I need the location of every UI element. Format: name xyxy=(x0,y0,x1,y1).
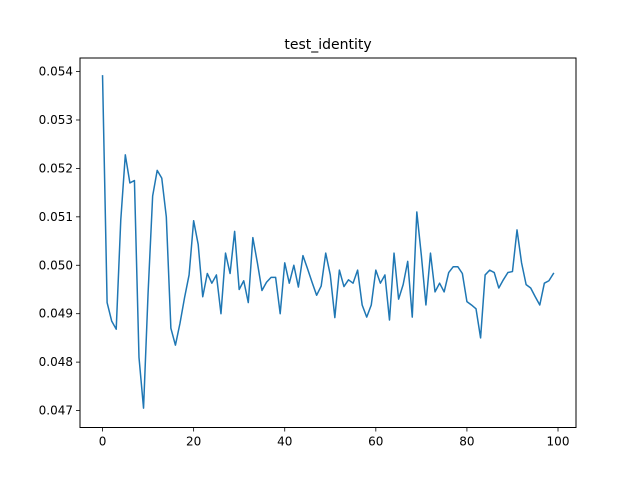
axes-frame xyxy=(79,57,577,428)
y-tick-label: 0.047 xyxy=(39,404,73,418)
y-tick-label: 0.048 xyxy=(39,355,73,369)
y-tick-label: 0.049 xyxy=(39,307,73,321)
x-tick-label: 0 xyxy=(99,435,107,449)
x-tick-label: 80 xyxy=(459,435,474,449)
y-tick-label: 0.053 xyxy=(39,113,73,127)
x-tick-label: 20 xyxy=(186,435,201,449)
plot-area xyxy=(101,75,555,409)
y-tick-label: 0.051 xyxy=(39,210,73,224)
chart-title: test_identity xyxy=(284,37,371,53)
y-tick-label: 0.054 xyxy=(39,65,73,79)
y-axis: 0.047 0.048 0.049 0.050 0.051 0.052 0.053 0.054 xyxy=(39,65,80,418)
y-tick-label: 0.050 xyxy=(39,258,73,272)
x-tick-label: 40 xyxy=(277,435,292,449)
x-tick-label: 60 xyxy=(368,435,383,449)
x-tick-label: 100 xyxy=(547,435,570,449)
x-axis: 0 20 40 60 80 100 xyxy=(99,427,570,449)
series-line-0 xyxy=(101,75,555,409)
y-tick-label: 0.052 xyxy=(39,161,73,175)
